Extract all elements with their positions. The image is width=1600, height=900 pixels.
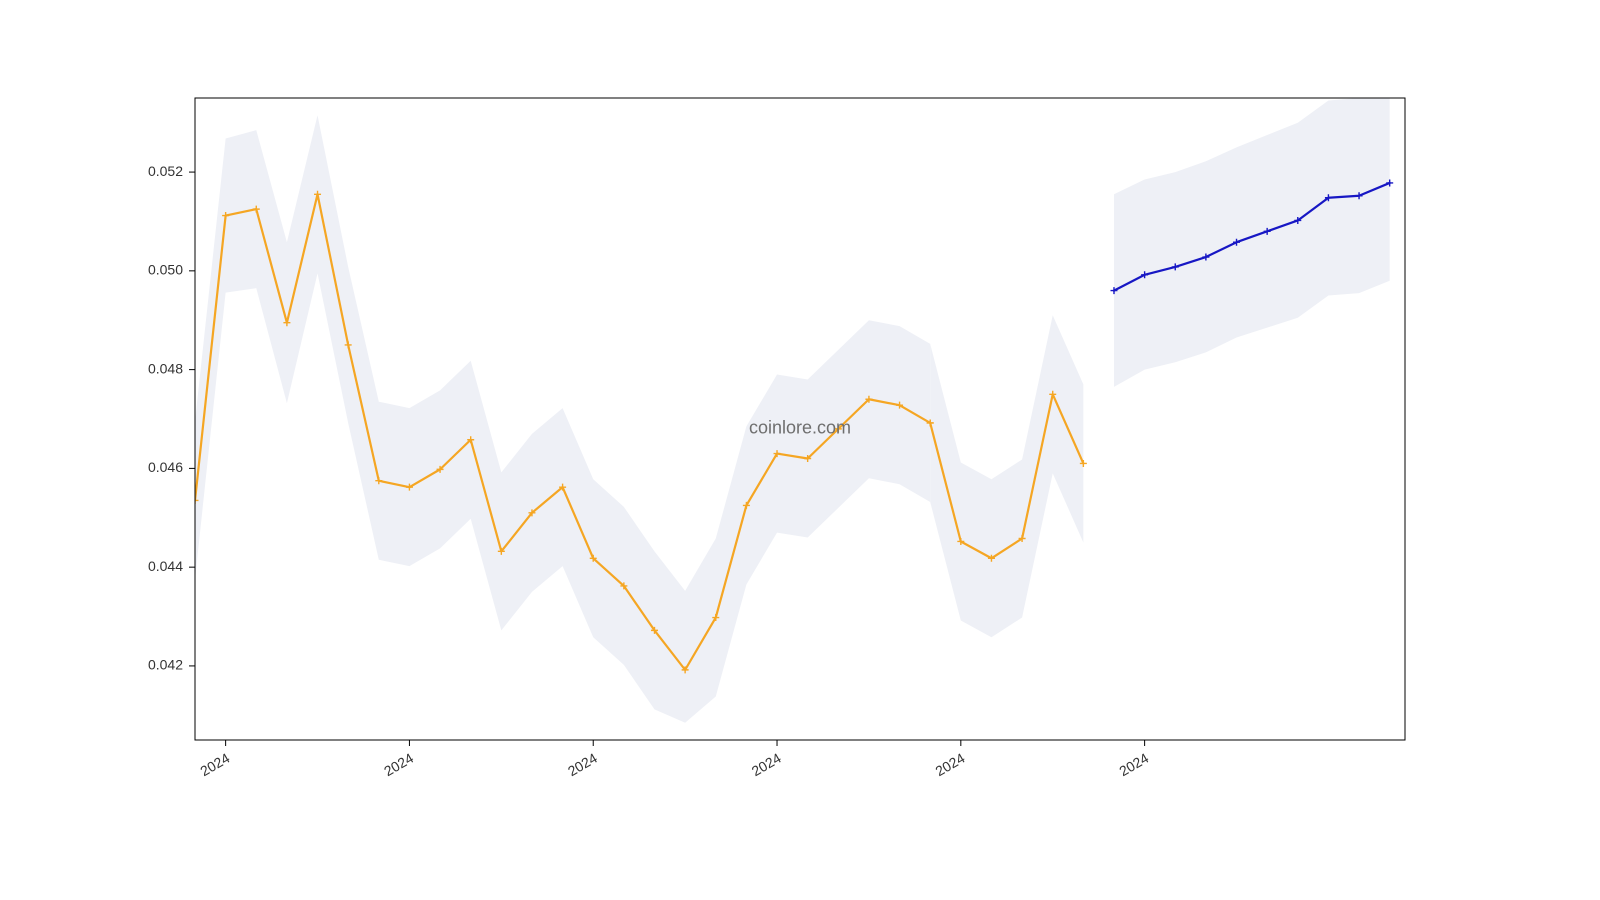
x-tick-label: 2024: [381, 750, 416, 780]
x-tick-label: 2024: [933, 750, 968, 780]
y-tick-label: 0.044: [148, 558, 183, 574]
price-forecast-chart: 0.042 0.044 0.046 0.048 0.050 0.052 2024 2024 20…: [0, 0, 1600, 900]
chart-container: 0.042 0.044 0.046 0.048 0.050 0.052 2024 2024 20…: [0, 0, 1600, 900]
x-tick-label: 2024: [749, 750, 784, 780]
y-tick-label: 0.042: [148, 657, 183, 673]
x-tick-label: 2024: [1116, 750, 1151, 780]
y-tick-label: 0.052: [148, 163, 183, 179]
x-tick-label: 2024: [565, 750, 600, 780]
y-tick-label: 0.048: [148, 360, 183, 376]
y-tick-label: 0.050: [148, 262, 183, 278]
x-tick-label: 2024: [197, 750, 232, 780]
y-tick-label: 0.046: [148, 459, 183, 475]
watermark-text: coinlore.com: [749, 418, 851, 438]
